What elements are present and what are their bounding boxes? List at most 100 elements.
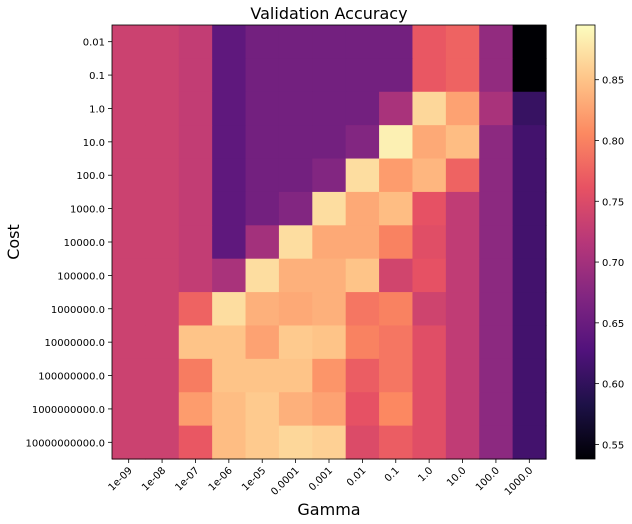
heatmap-cell <box>379 125 414 160</box>
heatmap-cell <box>145 25 180 59</box>
y-tick-label: 1000000000.0 <box>32 405 105 416</box>
y-tick-label: 0.01 <box>83 38 105 49</box>
heatmap-cell <box>445 425 480 460</box>
heatmap-cell <box>145 125 180 160</box>
heatmap-cell <box>479 225 514 260</box>
x-tick-label: 1.0 <box>416 465 435 484</box>
heatmap-cell <box>178 425 213 460</box>
y-tick-label: 10.0 <box>83 138 105 149</box>
heatmap-cell <box>345 158 380 193</box>
heatmap-cell <box>312 292 347 327</box>
heatmap-cell <box>312 225 347 260</box>
heatmap-cell <box>278 292 313 327</box>
heatmap-cell <box>512 292 547 327</box>
heatmap-cell <box>278 191 313 226</box>
heatmap-cell <box>178 325 213 360</box>
heatmap-cell <box>345 225 380 260</box>
heatmap-cell <box>479 425 514 460</box>
heatmap-cell <box>112 392 146 427</box>
heatmap-cell <box>212 292 247 327</box>
heatmap-cell <box>245 425 280 460</box>
heatmap-cell <box>145 158 180 193</box>
colorbar-tick-label: 0.70 <box>602 258 624 269</box>
heatmap-cell <box>245 392 280 427</box>
y-tick-label: 0.1 <box>89 71 105 82</box>
heatmap-cell <box>512 58 547 93</box>
heatmap-cell <box>412 292 447 327</box>
heatmap-cell <box>145 58 180 93</box>
heatmap-cell <box>345 392 380 427</box>
heatmap-cell <box>212 425 247 460</box>
heatmap-cell <box>512 25 547 59</box>
heatmap-cell <box>512 91 547 126</box>
heatmap-cell <box>345 425 380 460</box>
y-tick-label: 100.0 <box>76 171 105 182</box>
heatmap-cell <box>512 425 547 460</box>
heatmap-cell <box>512 392 547 427</box>
heatmap-cell <box>212 225 247 260</box>
y-tick-label: 1000.0 <box>70 205 105 216</box>
heatmap-cell <box>112 225 146 260</box>
heatmap-cell <box>178 91 213 126</box>
heatmap-cell <box>445 392 480 427</box>
heatmap-cell <box>379 258 414 293</box>
heatmap-cell <box>479 292 514 327</box>
heatmap-cell <box>178 392 213 427</box>
heatmap-cell <box>212 258 247 293</box>
heatmap-cell <box>312 158 347 193</box>
chart-title: Validation Accuracy <box>250 4 407 23</box>
heatmap-cell <box>379 225 414 260</box>
heatmap-cell <box>178 58 213 93</box>
heatmap-cell <box>412 25 447 59</box>
heatmap-cell <box>245 158 280 193</box>
heatmap-cells <box>112 25 547 460</box>
colorbar-tick-label: 0.55 <box>602 440 624 451</box>
heatmap-cell <box>278 225 313 260</box>
heatmap-cell <box>212 91 247 126</box>
colorbar-ticks: 0.55 0.60 0.65 0.70 0.75 0.80 0.85 <box>595 76 624 451</box>
heatmap-cell <box>412 125 447 160</box>
heatmap-cell <box>445 125 480 160</box>
heatmap-cell <box>278 358 313 393</box>
colorbar <box>575 24 596 460</box>
heatmap-cell <box>445 58 480 93</box>
heatmap-cell <box>379 191 414 226</box>
heatmap-cell <box>112 425 146 460</box>
y-tick-label: 100000.0 <box>57 271 105 282</box>
x-tick-label: 1e-07 <box>173 465 201 493</box>
heatmap-cell <box>412 225 447 260</box>
x-tick-label: 1e-08 <box>140 465 168 493</box>
y-axis-label: Cost <box>4 224 23 260</box>
heatmap-cell <box>278 425 313 460</box>
heatmap-cell <box>245 358 280 393</box>
heatmap-cell <box>212 325 247 360</box>
colorbar-tick-label: 0.65 <box>602 319 624 330</box>
heatmap-cell <box>212 125 247 160</box>
heatmap-cell <box>345 25 380 59</box>
heatmap-cell <box>512 225 547 260</box>
heatmap-cell <box>512 258 547 293</box>
heatmap-cell <box>479 258 514 293</box>
heatmap-cell <box>212 25 247 59</box>
heatmap-cell <box>212 191 247 226</box>
heatmap-cell <box>345 258 380 293</box>
heatmap-cell <box>345 358 380 393</box>
heatmap-cell <box>345 125 380 160</box>
heatmap-cell <box>278 325 313 360</box>
heatmap-cell <box>178 225 213 260</box>
heatmap-cell <box>412 325 447 360</box>
heatmap-cell <box>245 58 280 93</box>
heatmap-cell <box>112 191 146 226</box>
heatmap-cell <box>412 358 447 393</box>
x-tick-label: 0.01 <box>345 465 369 489</box>
heatmap-cell <box>145 358 180 393</box>
heatmap-cell <box>512 358 547 393</box>
heatmap-cell <box>278 158 313 193</box>
heatmap-cell <box>512 191 547 226</box>
heatmap-cell <box>312 191 347 226</box>
heatmap-cell <box>245 125 280 160</box>
heatmap-cell <box>145 292 180 327</box>
heatmap-cell <box>178 125 213 160</box>
x-tick-label: 1000.0 <box>503 465 536 498</box>
